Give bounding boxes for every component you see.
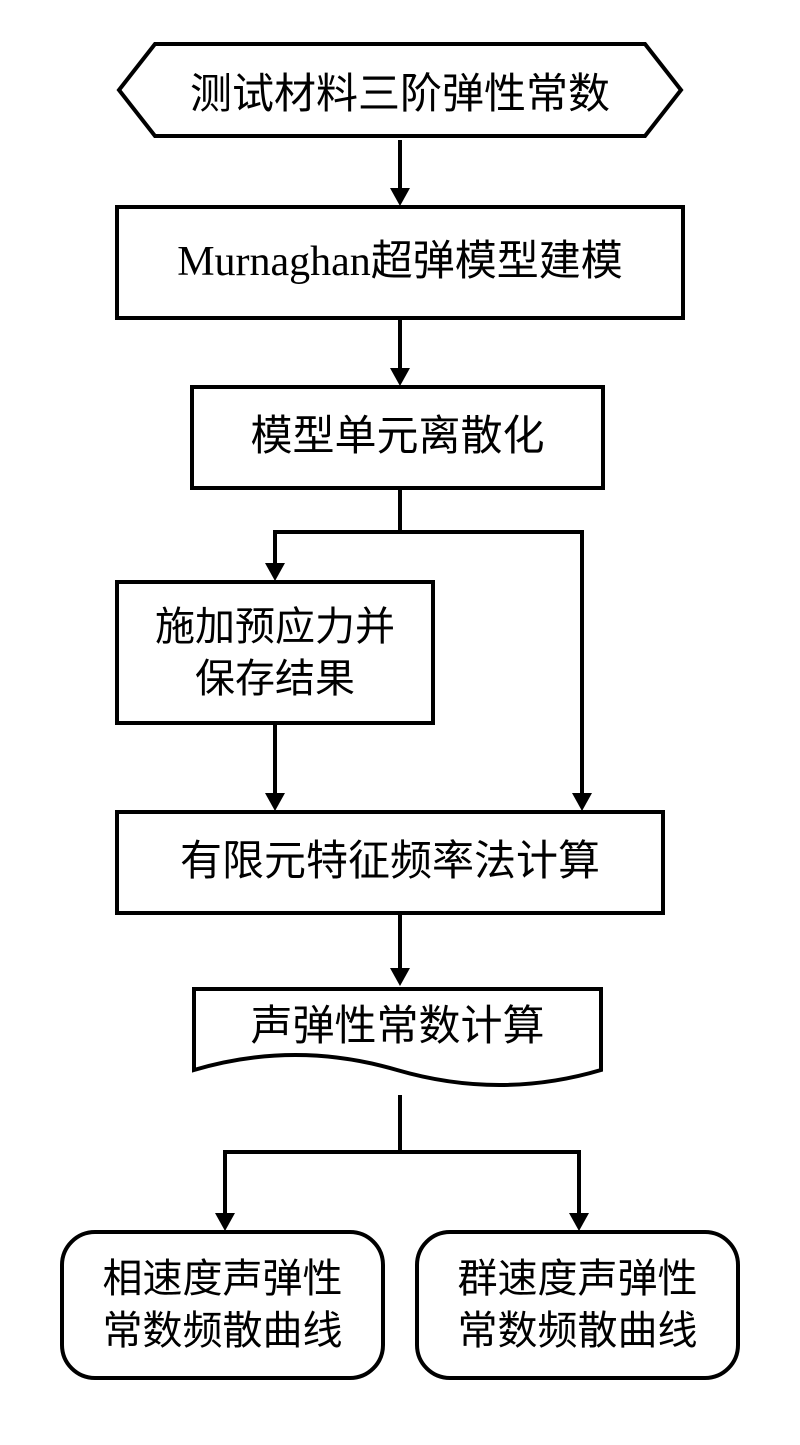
acoustic-text: 声弹性常数计算 — [250, 1000, 544, 1055]
arrowhead-3-left — [265, 563, 285, 581]
arrow-3-left — [273, 530, 277, 565]
arrowhead-4 — [265, 793, 285, 811]
node-prestress: 施加预应力并 保存结果 — [115, 580, 435, 725]
arrow-6-left — [223, 1150, 227, 1215]
arrow-3-horiz — [273, 530, 583, 534]
discretize-text: 模型单元离散化 — [250, 410, 544, 465]
arrow-3-main — [398, 490, 402, 530]
fem-text: 有限元特征频率法计算 — [180, 835, 600, 890]
arrow-1 — [398, 140, 402, 190]
node-murnaghan: Murnaghan超弹模型建模 — [115, 205, 685, 320]
arrow-5 — [398, 915, 402, 970]
arrowhead-5 — [390, 968, 410, 986]
arrowhead-1 — [390, 188, 410, 206]
node-discretize: 模型单元离散化 — [190, 385, 605, 490]
node-acoustic: 声弹性常数计算 — [190, 985, 605, 1100]
node-start-label: 测试材料三阶弹性常数 — [115, 40, 685, 140]
group-text: 群速度声弹性 常数频散曲线 — [458, 1253, 698, 1357]
arrow-6-horiz — [223, 1150, 581, 1154]
node-fem: 有限元特征频率法计算 — [115, 810, 665, 915]
arrowhead-2 — [390, 368, 410, 386]
arrow-6-main — [398, 1095, 402, 1150]
phase-text: 相速度声弹性 常数频散曲线 — [103, 1253, 343, 1357]
arrow-3-right — [580, 530, 584, 795]
start-text: 测试材料三阶弹性常数 — [190, 60, 610, 121]
arrow-4 — [273, 725, 277, 795]
node-group: 群速度声弹性 常数频散曲线 — [415, 1230, 740, 1380]
flowchart-container: 测试材料三阶弹性常数 Murnaghan超弹模型建模 模型单元离散化 施加预应力… — [0, 0, 800, 1445]
arrowhead-6-left — [215, 1213, 235, 1231]
arrowhead-3-right — [572, 793, 592, 811]
acoustic-text-wrap: 声弹性常数计算 — [190, 985, 605, 1070]
arrowhead-6-right — [569, 1213, 589, 1231]
node-phase: 相速度声弹性 常数频散曲线 — [60, 1230, 385, 1380]
arrow-6-right — [577, 1150, 581, 1215]
node-start: 测试材料三阶弹性常数 — [115, 40, 685, 140]
murnaghan-text: Murnaghan超弹模型建模 — [177, 235, 623, 290]
prestress-text: 施加预应力并 保存结果 — [155, 601, 395, 705]
arrow-2 — [398, 320, 402, 370]
